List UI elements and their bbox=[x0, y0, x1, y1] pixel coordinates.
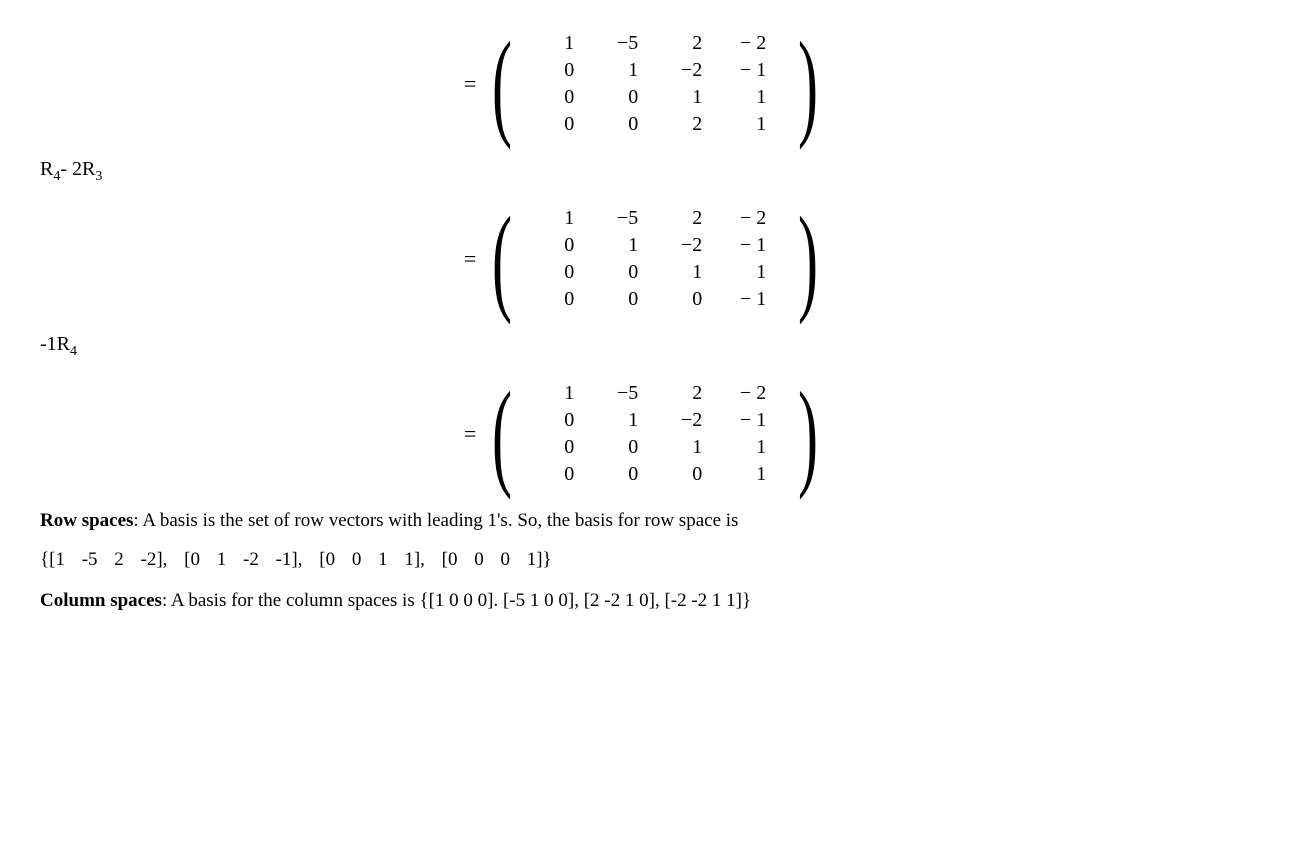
column-spaces-paragraph: Column spaces: A basis for the column sp… bbox=[40, 587, 1252, 616]
left-paren: ( bbox=[492, 205, 512, 313]
row-spaces-paragraph: Row spaces: A basis is the set of row ve… bbox=[40, 508, 1252, 535]
cell: 0 bbox=[586, 461, 650, 488]
right-paren: ) bbox=[798, 30, 818, 138]
op-text: - 2R bbox=[60, 158, 95, 180]
cell: − 1 bbox=[714, 286, 778, 313]
cell: − 2 bbox=[714, 380, 778, 407]
row-basis-set: {[1 -5 2 -2], [0 1 -2 -1], [0 0 1 1], [0… bbox=[40, 549, 1252, 571]
cell: 0 bbox=[586, 259, 650, 286]
cell: 0 bbox=[522, 111, 586, 138]
cell: 0 bbox=[650, 461, 714, 488]
right-paren: ) bbox=[798, 205, 818, 313]
cell: 1 bbox=[650, 84, 714, 111]
op-sub: 4 bbox=[70, 344, 77, 359]
left-paren: ( bbox=[492, 380, 512, 488]
matrix-3: = ( 1 −5 2 − 2 0 1 −2 − 1 0 0 1 1 0 0 0 … bbox=[40, 380, 1252, 488]
cell: 2 bbox=[650, 205, 714, 232]
cell: − 1 bbox=[714, 407, 778, 434]
cell: 2 bbox=[650, 380, 714, 407]
cell: 1 bbox=[714, 434, 778, 461]
op-text: R bbox=[40, 158, 53, 180]
row-spaces-label: Row spaces bbox=[40, 510, 133, 531]
cell: 0 bbox=[522, 259, 586, 286]
cell: 1 bbox=[714, 84, 778, 111]
cell: 0 bbox=[586, 111, 650, 138]
cell: 0 bbox=[650, 286, 714, 313]
cell: 1 bbox=[522, 380, 586, 407]
right-paren: ) bbox=[798, 380, 818, 488]
cell: − 1 bbox=[714, 57, 778, 84]
row-operation-1: R4- 2R3 bbox=[40, 158, 1252, 185]
cell: 1 bbox=[586, 57, 650, 84]
cell: 0 bbox=[522, 286, 586, 313]
cell: −2 bbox=[650, 57, 714, 84]
cell: 1 bbox=[650, 434, 714, 461]
equals-sign: = bbox=[464, 71, 476, 97]
cell: 0 bbox=[522, 461, 586, 488]
matrix-2: = ( 1 −5 2 − 2 0 1 −2 − 1 0 0 1 1 0 0 0 … bbox=[40, 205, 1252, 313]
cell: 0 bbox=[522, 407, 586, 434]
cell: 0 bbox=[522, 434, 586, 461]
left-paren: ( bbox=[492, 30, 512, 138]
cell: 1 bbox=[522, 30, 586, 57]
cell: −5 bbox=[586, 205, 650, 232]
cell: 1 bbox=[714, 111, 778, 138]
row-operation-2: -1R4 bbox=[40, 333, 1252, 360]
op-sub: 3 bbox=[95, 169, 102, 184]
matrix-table: 1 −5 2 − 2 0 1 −2 − 1 0 0 1 1 0 0 2 1 bbox=[522, 30, 778, 138]
cell: 1 bbox=[650, 259, 714, 286]
equals-sign: = bbox=[464, 421, 476, 447]
cell: − 2 bbox=[714, 205, 778, 232]
cell: 2 bbox=[650, 111, 714, 138]
cell: 0 bbox=[586, 286, 650, 313]
cell: 0 bbox=[522, 84, 586, 111]
cell: − 1 bbox=[714, 232, 778, 259]
equals-sign: = bbox=[464, 246, 476, 272]
cell: 2 bbox=[650, 30, 714, 57]
cell: 0 bbox=[522, 232, 586, 259]
cell: 1 bbox=[522, 205, 586, 232]
matrix-table: 1 −5 2 − 2 0 1 −2 − 1 0 0 1 1 0 0 0 − 1 bbox=[522, 205, 778, 313]
cell: 1 bbox=[714, 259, 778, 286]
matrix-table: 1 −5 2 − 2 0 1 −2 − 1 0 0 1 1 0 0 0 1 bbox=[522, 380, 778, 488]
cell: −5 bbox=[586, 30, 650, 57]
cell: −2 bbox=[650, 232, 714, 259]
cell: −5 bbox=[586, 380, 650, 407]
column-spaces-text: : A basis for the column spaces is {[1 0… bbox=[162, 590, 751, 611]
cell: 1 bbox=[586, 407, 650, 434]
cell: 0 bbox=[522, 57, 586, 84]
cell: 1 bbox=[586, 232, 650, 259]
cell: 0 bbox=[586, 434, 650, 461]
column-spaces-label: Column spaces bbox=[40, 590, 162, 611]
op-text: -1R bbox=[40, 333, 70, 355]
cell: −2 bbox=[650, 407, 714, 434]
cell: − 2 bbox=[714, 30, 778, 57]
matrix-1: = ( 1 −5 2 − 2 0 1 −2 − 1 0 0 1 1 0 0 2 … bbox=[40, 30, 1252, 138]
cell: 1 bbox=[714, 461, 778, 488]
cell: 0 bbox=[586, 84, 650, 111]
row-spaces-text: : A basis is the set of row vectors with… bbox=[133, 510, 738, 531]
